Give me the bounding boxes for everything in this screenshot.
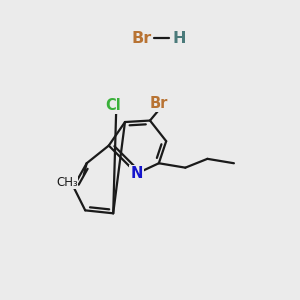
Text: H: H — [172, 31, 186, 46]
Text: N: N — [130, 166, 143, 181]
Text: Br: Br — [131, 31, 152, 46]
Text: Br: Br — [150, 96, 168, 111]
Text: CH₃: CH₃ — [56, 176, 78, 189]
Text: Cl: Cl — [105, 98, 121, 113]
